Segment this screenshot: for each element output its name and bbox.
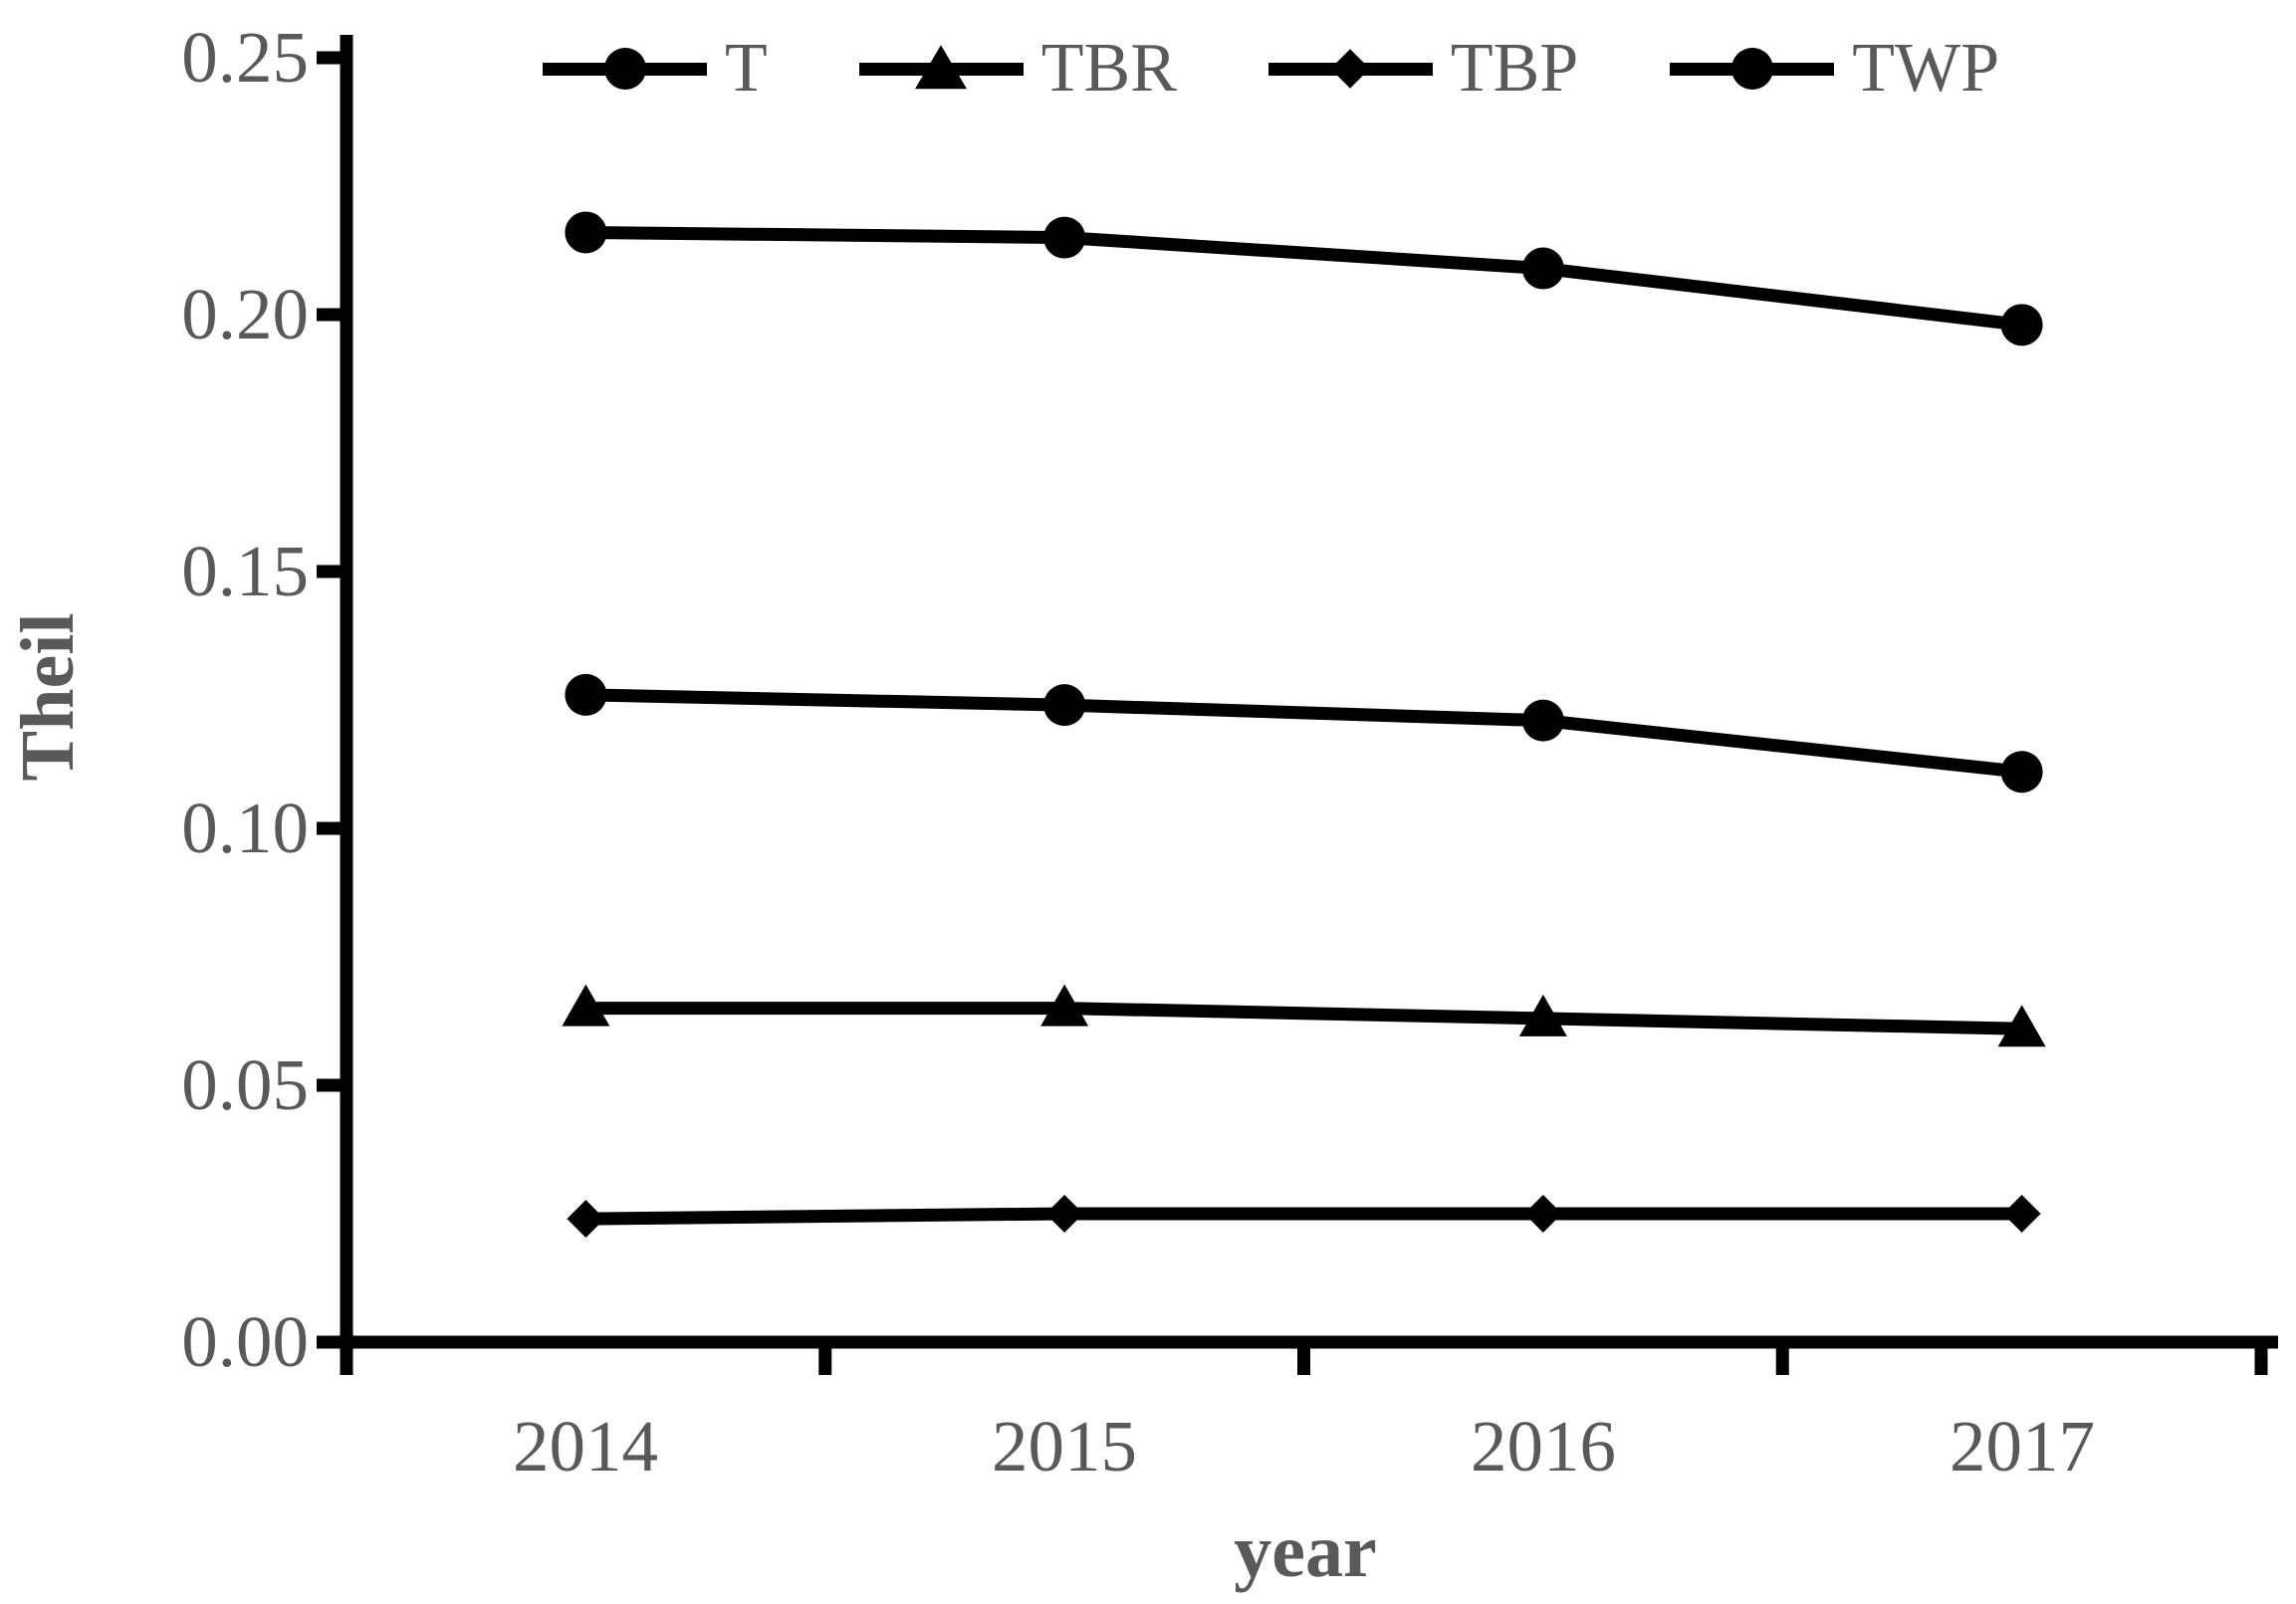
series-line-twp [585,688,2023,779]
circle-marker-icon [1521,247,1564,290]
legend-item-twp: TWP [1670,34,1999,104]
y-axis-title: Theil [6,612,90,782]
x-tick-label: 2016 [1471,1406,1616,1487]
triangle-marker-icon [1518,994,1567,1036]
circle-marker-icon [565,673,607,716]
series-line-tbp [585,1207,2022,1226]
series-line-tbr [585,1002,2022,1035]
circle-marker-icon [2000,751,2043,794]
legend-label: TBP [1450,30,1579,107]
circle-marker-icon [1043,216,1086,259]
legend-item-t: T [543,34,768,104]
line-sample [1267,49,1433,89]
triangle-marker-icon [915,45,968,90]
triangle-marker-icon [1997,1005,2046,1047]
circle-marker-icon [603,48,646,90]
line-sample [858,45,1024,90]
triangle-marker-icon [562,984,610,1027]
legend-item-tbp: TBP [1267,30,1579,107]
circle-marker-icon [1730,48,1773,90]
line-sample [543,48,707,90]
circle-marker-icon [565,211,607,254]
y-tick-label: 0.10 [181,788,309,868]
circle-marker-icon [1521,699,1564,742]
diamond-marker-icon [1045,1195,1084,1233]
line-sample [1670,48,1835,90]
diamond-marker-icon [2002,1195,2041,1233]
circle-marker-icon [2000,304,2043,346]
triangle-marker-icon [1040,984,1089,1027]
y-tick-label: 0.20 [181,274,309,354]
x-tick-label: 2017 [1950,1406,2095,1487]
legend-label: TWP [1852,30,2000,107]
legend-item-tbr: TBR [858,30,1177,107]
chart-legend: T TBR TBP TWP [543,23,1999,115]
x-tick-label: 2015 [992,1406,1137,1487]
x-tick-label: 2014 [513,1406,658,1487]
x-axis-title: year [1234,1509,1377,1593]
diamond-marker-icon [567,1200,605,1239]
diamond-marker-icon [1330,49,1371,89]
y-tick-label: 0.00 [181,1301,309,1382]
diamond-marker-icon [1523,1195,1562,1233]
circle-marker-icon [1043,684,1086,727]
y-tick-label: 0.25 [181,17,309,98]
y-tick-label: 0.05 [181,1044,309,1125]
series-line-t [585,225,2023,332]
legend-label: T [725,30,768,107]
y-tick-label: 0.15 [181,531,309,611]
legend-label: TBR [1040,30,1177,107]
